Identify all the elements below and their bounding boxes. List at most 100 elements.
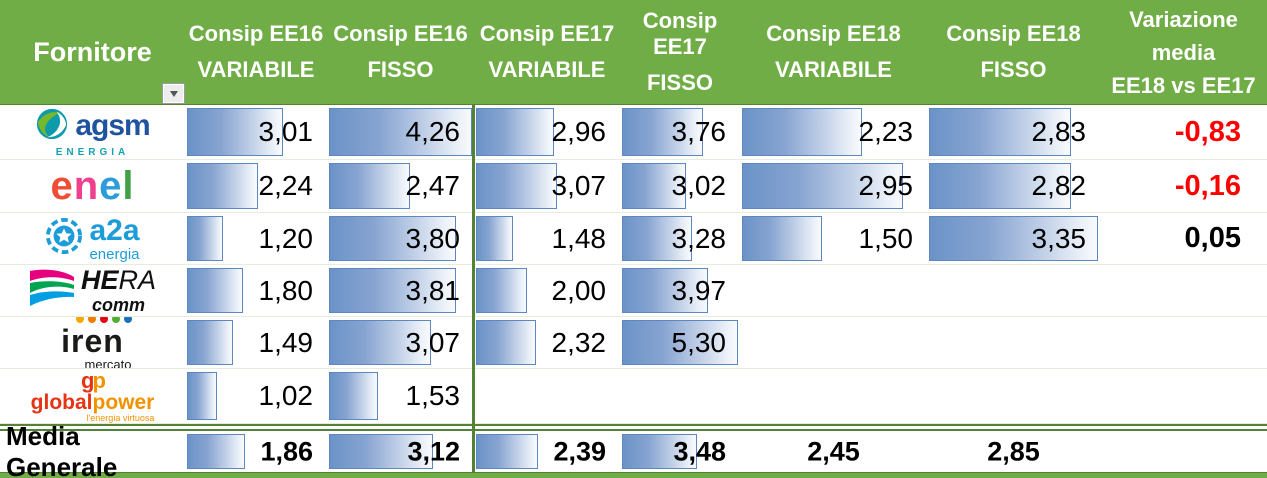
value-cell[interactable]: 2,24	[185, 160, 327, 212]
variazione-cell[interactable]	[1100, 369, 1267, 423]
header-fornitore[interactable]: Fornitore	[0, 0, 185, 104]
value-cell[interactable]: 3,12	[327, 431, 474, 472]
header-subtitle: VARIABILE	[775, 56, 892, 82]
media-generale-label-cell[interactable]: Media Generale	[0, 421, 185, 478]
header-consip-ee17-variabile[interactable]: Consip EE17 VARIABILE	[474, 0, 620, 104]
value-cell[interactable]: 2,00	[474, 265, 620, 316]
supplier-cell-a2a-energia[interactable]: a2a energia	[0, 213, 185, 264]
value-cell[interactable]: 3,97	[620, 265, 740, 316]
value-cell[interactable]: 2,85	[927, 431, 1100, 472]
supplier-row-enel: e n e l 2,24 2,47 3,07 3,02 2,95 2,82 -0,16	[0, 160, 1267, 213]
value-cell[interactable]: 3,48	[620, 431, 740, 472]
value-cell[interactable]	[474, 369, 620, 423]
supplier-logo-agsm: agsm ENERGIA	[35, 107, 151, 158]
value-cell[interactable]: 3,81	[327, 265, 474, 316]
cell-value: 2,24	[258, 170, 314, 201]
value-cell[interactable]	[927, 369, 1100, 423]
cell-value: 3,28	[671, 222, 727, 254]
header-variazione-media[interactable]: Variazione media EE18 vs EE17	[1100, 0, 1267, 104]
value-cell[interactable]: 2,95	[740, 160, 927, 212]
variazione-cell[interactable]: -0,83	[1100, 105, 1267, 159]
cell-value: 4,26	[405, 116, 461, 147]
value-cell[interactable]: 3,76	[620, 105, 740, 159]
value-cell[interactable]	[620, 369, 740, 423]
supplier-logo-globalpower: gp globalpower l'energia virtuosa	[31, 369, 155, 423]
value-cell[interactable]: 1,48	[474, 213, 620, 264]
header-consip-ee16-fisso[interactable]: Consip EE16 FISSO	[327, 0, 474, 104]
header-consip-ee18-variabile[interactable]: Consip EE18 VARIABILE	[740, 0, 927, 104]
hera-logo-subtext: comm	[91, 295, 145, 315]
value-cell[interactable]: 3,07	[474, 160, 620, 212]
variazione-value: -0,83	[1174, 115, 1241, 148]
value-cell[interactable]	[740, 369, 927, 423]
enel-letter: l	[122, 164, 135, 208]
globalpower-monogram: gp	[81, 369, 106, 393]
data-bar	[187, 163, 258, 209]
supplier-logo-a2a: a2a energia	[45, 213, 140, 262]
supplier-logo-hera: HERA comm	[29, 267, 156, 314]
value-cell[interactable]: 3,02	[620, 160, 740, 212]
value-cell[interactable]: 1,80	[185, 265, 327, 316]
value-cell[interactable]: 2,82	[927, 160, 1100, 212]
value-cell[interactable]	[740, 317, 927, 368]
supplier-cell-hera-comm[interactable]: HERA comm	[0, 265, 185, 316]
value-cell[interactable]: 2,45	[740, 431, 927, 472]
value-cell[interactable]: 2,47	[327, 160, 474, 212]
cell-value: 3,97	[671, 274, 727, 306]
cell-value: 3,07	[405, 326, 461, 358]
header-title: Consip EE17	[479, 21, 615, 47]
value-cell[interactable]: 3,28	[620, 213, 740, 264]
value-cell[interactable]: 2,83	[927, 105, 1100, 159]
cell-value: 2,00	[551, 274, 607, 306]
value-cell[interactable]: 3,01	[185, 105, 327, 159]
variazione-cell[interactable]: -0,16	[1100, 160, 1267, 212]
header-line: EE18 vs EE17	[1111, 72, 1256, 98]
value-cell[interactable]: 1,50	[740, 213, 927, 264]
data-bar	[187, 216, 223, 261]
data-bar	[476, 216, 513, 261]
variazione-cell[interactable]	[1100, 265, 1267, 316]
supplier-cell-agsm-energia[interactable]: agsm ENERGIA	[0, 105, 185, 159]
value-cell[interactable]: 1,86	[185, 431, 327, 472]
value-cell[interactable]: 2,39	[474, 431, 620, 472]
value-cell[interactable]	[740, 265, 927, 316]
header-consip-ee16-variabile[interactable]: Consip EE16 VARIABILE	[185, 0, 327, 104]
value-cell[interactable]: 2,96	[474, 105, 620, 159]
value-cell[interactable]: 2,32	[474, 317, 620, 368]
value-cell[interactable]: 2,23	[740, 105, 927, 159]
cell-value: 3,35	[1031, 222, 1087, 254]
value-cell[interactable]: 1,49	[185, 317, 327, 368]
header-consip-ee17-fisso[interactable]: Consip EE17 FISSO	[620, 0, 740, 104]
data-bar	[622, 268, 708, 313]
data-bar	[329, 372, 378, 420]
cell-value: 2,39	[553, 436, 606, 466]
filter-dropdown-icon	[169, 90, 178, 97]
value-cell[interactable]	[927, 265, 1100, 316]
supplier-cell-global-power[interactable]: gp globalpower l'energia virtuosa	[0, 369, 185, 423]
header-subtitle: VARIABILE	[488, 56, 606, 82]
header-consip-ee18-fisso[interactable]: Consip EE18 FISSO	[927, 0, 1100, 104]
a2a-logo-text: a2a	[89, 213, 140, 247]
header-subtitle: VARIABILE	[197, 56, 315, 82]
variazione-cell[interactable]: 0,05	[1100, 213, 1267, 264]
cell-value: 2,32	[551, 326, 607, 358]
variazione-cell[interactable]	[1100, 317, 1267, 368]
cell-value: 1,86	[260, 436, 313, 466]
value-cell[interactable]: 1,02	[185, 369, 327, 423]
value-cell[interactable]: 1,53	[327, 369, 474, 423]
variazione-cell[interactable]	[1100, 431, 1267, 472]
table-bottom-border	[0, 472, 1267, 478]
value-cell[interactable]: 5,30	[620, 317, 740, 368]
value-cell[interactable]: 3,35	[927, 213, 1100, 264]
value-cell[interactable]: 3,07	[327, 317, 474, 368]
value-cell[interactable]: 3,80	[327, 213, 474, 264]
cell-value: 3,02	[671, 170, 727, 201]
value-cell[interactable]: 1,20	[185, 213, 327, 264]
filter-button[interactable]	[162, 83, 185, 104]
data-bar	[329, 108, 472, 156]
value-cell[interactable]: 4,26	[327, 105, 474, 159]
cell-value: 3,01	[258, 116, 314, 147]
value-cell[interactable]	[927, 317, 1100, 368]
supplier-cell-iren-mercato[interactable]: iren mercato	[0, 317, 185, 368]
